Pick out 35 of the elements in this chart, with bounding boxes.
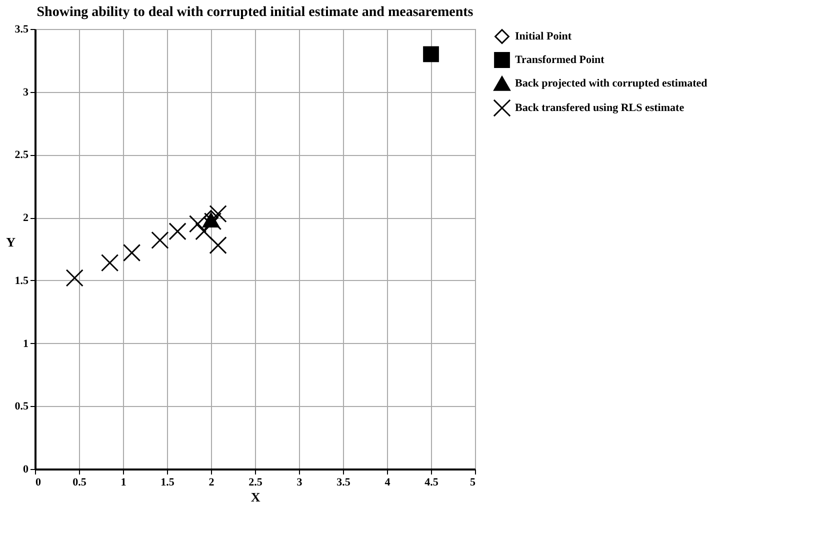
legend-label: Back transfered using RLS estimate [515,102,684,114]
x-tick-label: 4.5 [424,476,439,488]
x-tick-label: 2 [208,476,215,488]
y-axis-title: Y [6,234,16,250]
x-tick-label: 1 [120,476,126,488]
point [195,222,213,240]
y-tick-label: 1.5 [14,274,29,287]
y-tick-label: 3 [23,86,29,98]
y-tick-label: 2.5 [14,149,29,162]
point [66,269,84,287]
y-tick-label: 2 [23,212,29,224]
x-tick-label: 5 [470,476,476,488]
x-tick-label: 0.5 [72,476,87,488]
y-tick-label: 3.5 [14,24,29,36]
x-tick-label: 3.5 [336,476,351,488]
x-axis-title: X [250,490,261,504]
point [423,46,439,62]
point [100,254,119,272]
chart-title: Showing ability to deal with corrupted initial estimate and measarements [36,5,474,20]
legend-label: Transformed Point [515,54,605,66]
point [122,244,141,262]
point [168,222,186,240]
x-tick-label: 2.5 [248,476,263,488]
x-tick-label: 0 [36,476,42,488]
x-tick-label: 4 [384,476,391,488]
point [151,231,169,250]
y-tick-label: 0.5 [14,400,29,413]
legend-label: Initial Point [515,30,572,42]
point [209,204,227,223]
x-tick-label: 1.5 [160,476,175,488]
legend-label: Back projected with corrupted estimated [515,78,708,90]
x-tick-label: 3 [296,476,303,488]
y-tick-label: 0 [23,464,29,476]
y-tick-label: 1 [23,338,28,350]
point [209,236,227,254]
